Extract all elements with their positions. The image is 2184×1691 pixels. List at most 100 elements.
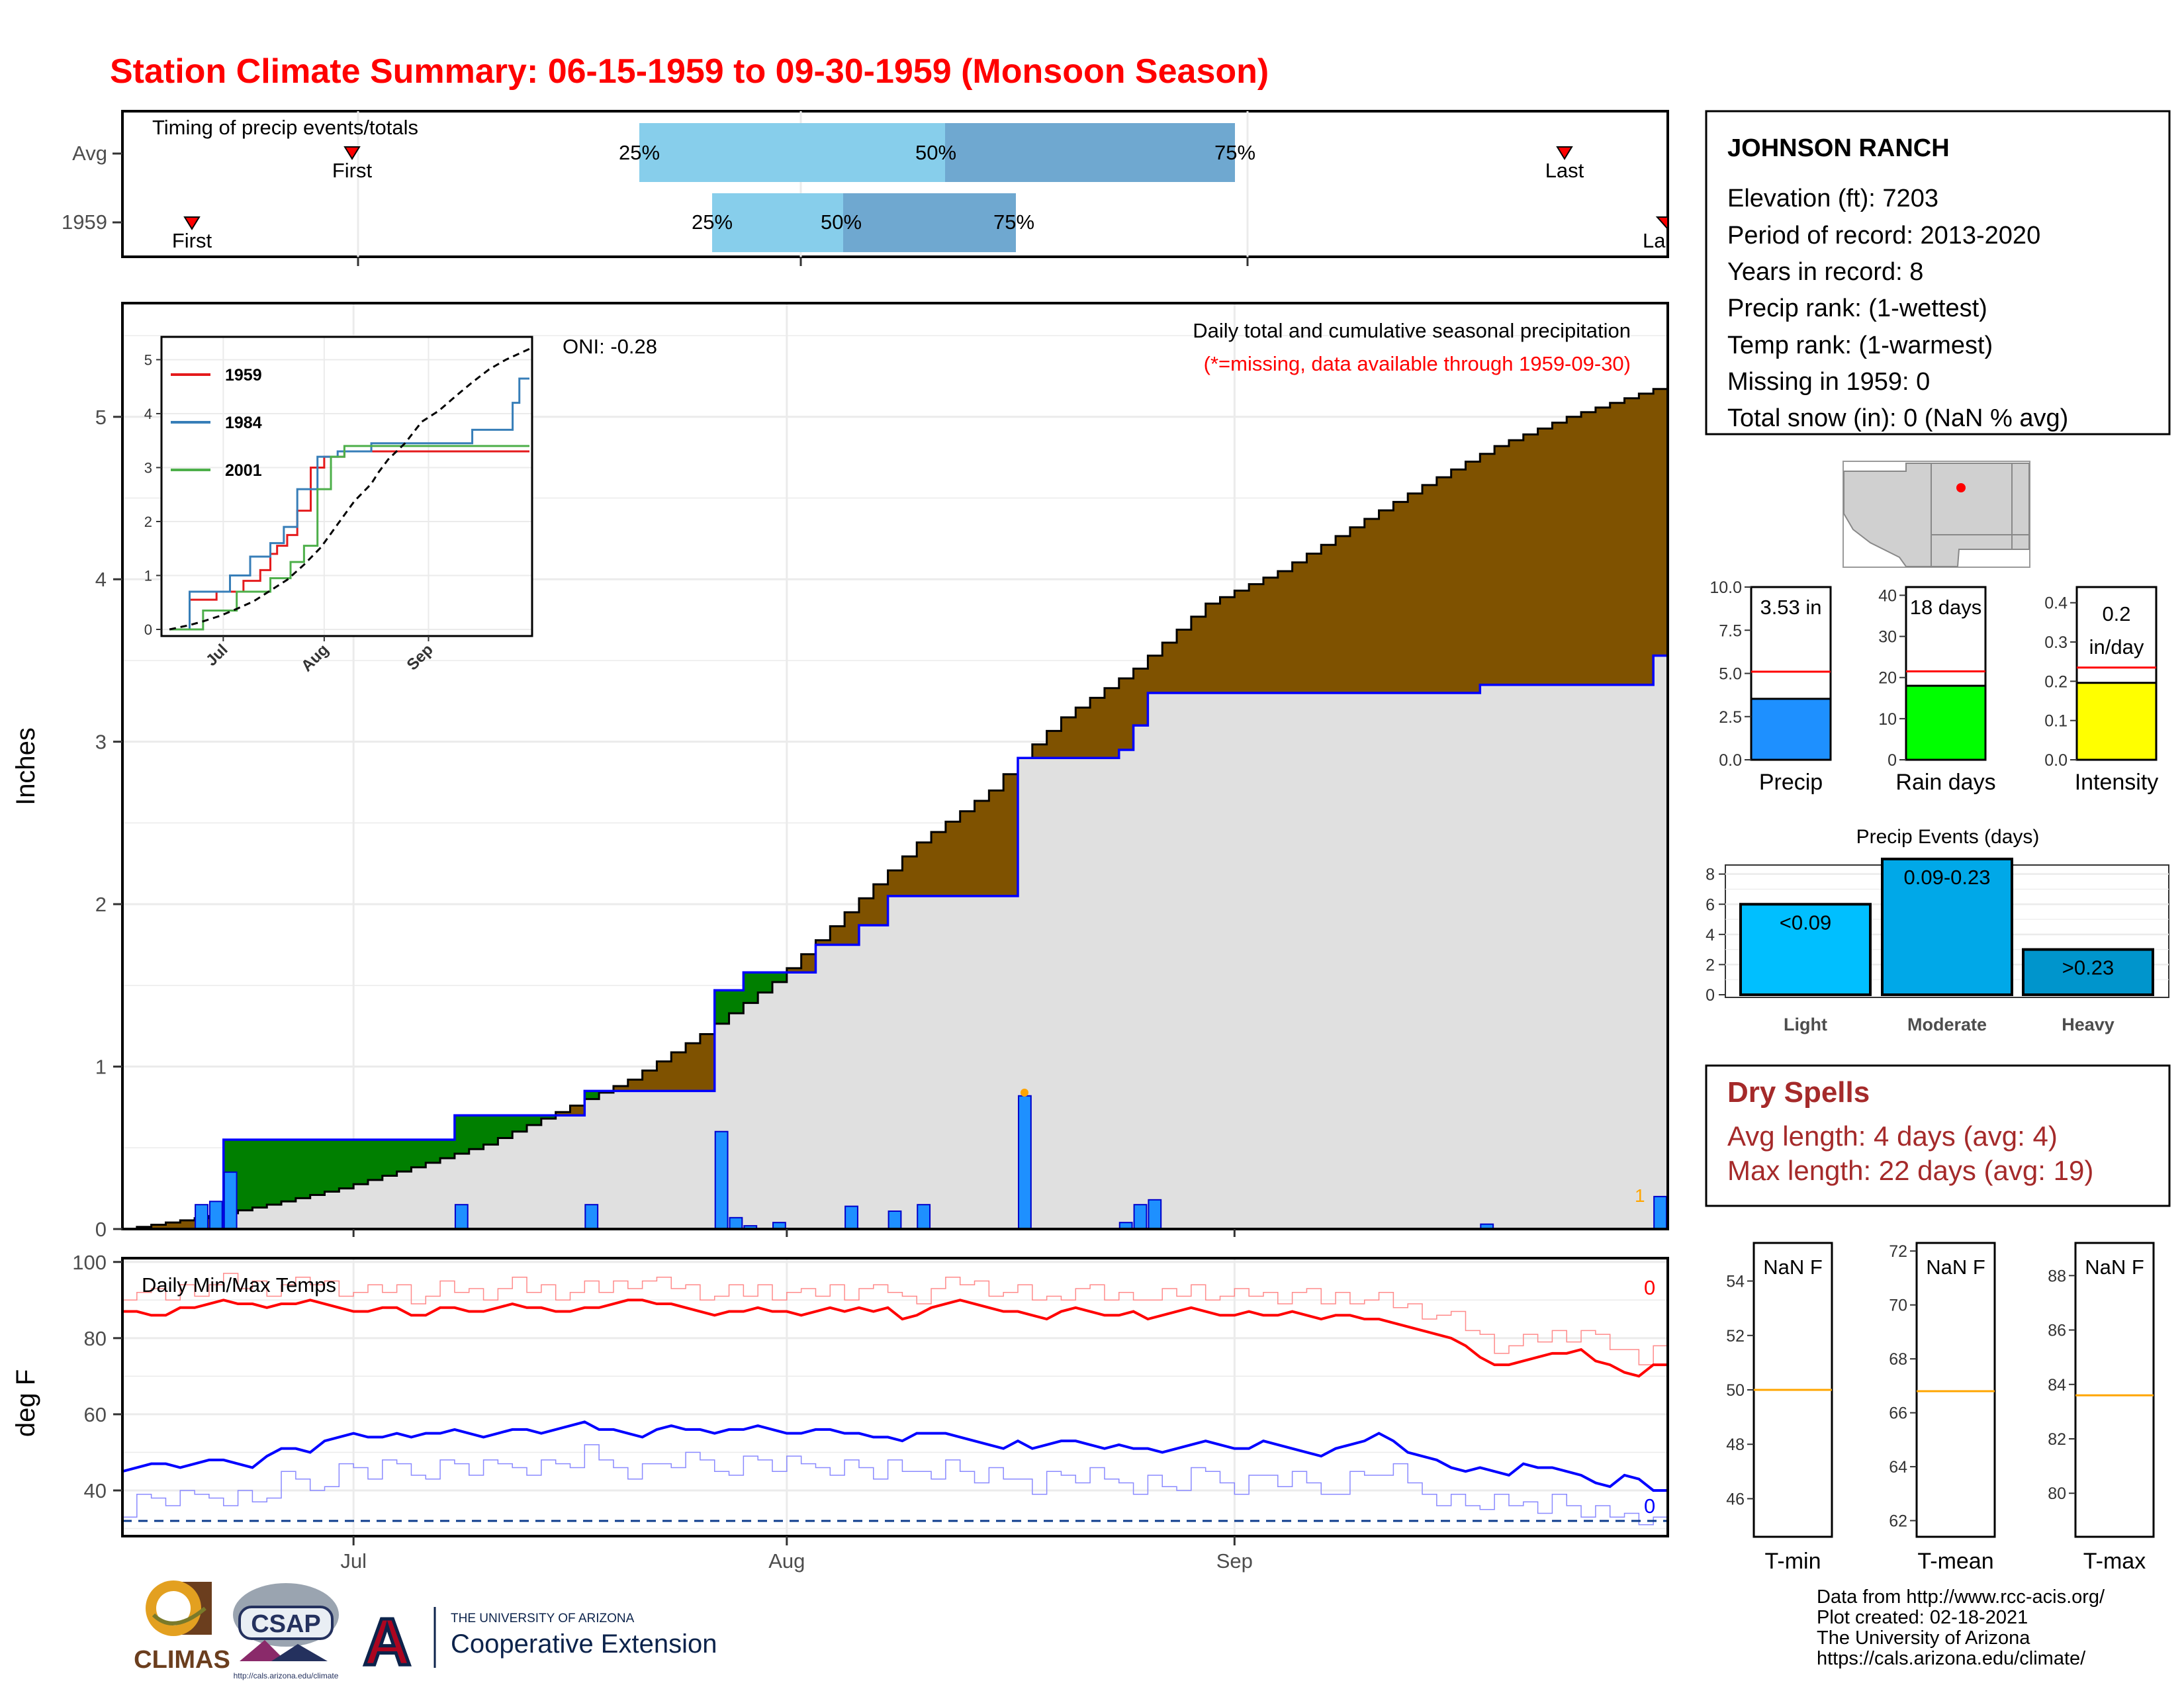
daily-precip-bar [454, 1204, 469, 1230]
temp-panel-frame [121, 1257, 1669, 1537]
temp-y-tick-label: 60 [84, 1403, 107, 1426]
tmin-missing-count: 0 [1644, 1494, 1655, 1518]
daily-precip-bar [887, 1211, 902, 1230]
precip-series [122, 388, 1668, 1230]
daily-precip-bar [1133, 1204, 1148, 1230]
precip-event-bar [1881, 857, 2013, 996]
footer-url: https://cals.arizona.edu/climate/ [1817, 1648, 2086, 1669]
timing-obs-25-50-bar [712, 193, 843, 252]
summary-bar-value [1905, 684, 1987, 761]
temp-y-tick-label: 40 [84, 1479, 107, 1502]
temp-summary-frame [1915, 1242, 1996, 1538]
daily-precip-bar [195, 1204, 208, 1230]
tmax-record-line [122, 1273, 1668, 1365]
timing-obs-p25: 25% [692, 210, 733, 234]
daily-precip-bar [223, 1171, 238, 1230]
precip-events-title: Precip Events (days) [1856, 826, 2040, 848]
temp-summary-bars: 46 48 50 52 54 NaN F T-min 62 64 66 68 70 72 NaN F T-m… [1726, 1242, 2155, 1574]
tmin-line [122, 1420, 1668, 1492]
timing-panel-label: Timing of precip events/totals [152, 116, 418, 139]
station-location-marker [1956, 483, 1966, 492]
timing-row-avg: Avg [72, 142, 107, 165]
temp-summary-label: T-min [1765, 1549, 1821, 1574]
summary-bar-tick-label: 0.3 [2044, 633, 2068, 652]
tmax-line [122, 1299, 1668, 1378]
precip-events-axis: 0 2 4 6 8 [1706, 866, 1725, 1005]
climas-logo-text: CLIMAS [134, 1646, 230, 1674]
inset-y-tick-label: 3 [144, 459, 152, 476]
temp-panel-title: Daily Min/Max Temps [142, 1273, 336, 1297]
inset-legend-label: 2001 [225, 461, 262, 480]
inset-grid [161, 337, 532, 636]
tmin-record-line [122, 1444, 1668, 1526]
summary-bar-tick-label: 0.0 [2044, 751, 2068, 770]
station-precip-rank: Precip rank: (1-wettest) [1727, 295, 1987, 322]
summary-bar-tick-label: 5.0 [1719, 665, 1742, 684]
summary-bar-tick-label: 10.0 [1709, 578, 1742, 597]
events-y-tick-label: 4 [1706, 926, 1715, 944]
avg-cumulative-line [122, 388, 1668, 1230]
precip-event-category: Heavy [2062, 1015, 2115, 1034]
timing-obs-50-75-bar [843, 193, 1016, 252]
temp-y-label: deg F [11, 1369, 40, 1437]
summary-bar-tick-label: 30 [1878, 628, 1897, 647]
events-y-tick-label: 8 [1706, 866, 1715, 884]
timing-avg-last-label: Last [1545, 159, 1584, 182]
temp-series [122, 1273, 1668, 1526]
daily-precip-bar [844, 1205, 858, 1230]
temp-summary-label: T-mean [1917, 1549, 1993, 1574]
timing-avg-p75: 75% [1214, 141, 1255, 164]
temp-summary-t-mean: 62 64 66 68 70 72 NaN F T-mean [1889, 1242, 1996, 1574]
precip-y-tick-label: 1 [95, 1056, 107, 1079]
station-name: JOHNSON RANCH [1727, 134, 1950, 162]
oni-label: ONI: -0.28 [563, 335, 657, 358]
precip-y-tick-label: 3 [95, 731, 107, 754]
temp-summary-tick-label: 52 [1726, 1327, 1745, 1346]
daily-precip-bar [729, 1216, 743, 1230]
daily-precip-bar [1653, 1195, 1667, 1230]
temp-x-axis: Jul Aug Sep [340, 1536, 1253, 1573]
timing-avg-p25: 25% [619, 141, 660, 164]
summary-bar-value [1750, 698, 1832, 761]
summary-bars: 0.0 2.5 5.0 7.5 10.0 3.53 in Precip 0 10 20 30 40 18… [1709, 578, 2158, 795]
precip-y-tick-label: 5 [95, 406, 107, 429]
temp-summary-tick-label: 88 [2048, 1267, 2066, 1285]
temp-summary-tick-label: 64 [1889, 1458, 1907, 1477]
precip-event-bar-label: >0.23 [2062, 956, 2114, 980]
inset-y-axis: 0 1 2 3 4 5 [144, 351, 161, 638]
daily-precip-bar [208, 1201, 223, 1230]
station-period: Period of record: 2013-2020 [1727, 222, 2040, 250]
station-snow: Total snow (in): 0 (NaN % avg) [1727, 404, 2068, 432]
ua-logo-letter: A [363, 1605, 411, 1679]
precip-y-tick-label: 2 [95, 893, 107, 916]
footer-credits: Data from http://www.rcc-acis.org/ Plot … [1817, 1586, 2105, 1669]
temp-summary-tick-label: 82 [2048, 1430, 2066, 1449]
summary-bar-label: Rain days [1895, 770, 1995, 795]
inset-legend-label: 1984 [225, 414, 262, 432]
summary-bar-tick-label: 0.1 [2044, 712, 2068, 731]
events-y-tick-label: 6 [1706, 895, 1715, 914]
summary-bar-value-label: 3.53 in [1760, 596, 1821, 619]
footer-created: Plot created: 02-18-2021 [1817, 1607, 2028, 1628]
timing-avg-50-75-bar [945, 123, 1235, 182]
missing-count: 1 [1635, 1185, 1645, 1206]
timing-obs-p75: 75% [993, 210, 1034, 234]
obs-cumulative-area [122, 655, 1668, 1229]
summary-bar-tick-label: 10 [1878, 710, 1897, 729]
csap-logo-url: http://cals.arizona.edu/climate [234, 1671, 339, 1680]
temp-summary-value: NaN F [1926, 1256, 1985, 1279]
footer-university: The University of Arizona [1817, 1627, 2030, 1649]
tmax-missing-count: 0 [1644, 1276, 1655, 1299]
precip-y-tick-label: 4 [95, 568, 107, 591]
precip-event-category: Light [1784, 1015, 1827, 1034]
csap-logo-text: CSAP [251, 1610, 321, 1638]
precip-y-label: Inches [11, 727, 40, 805]
summary-bar-tick-label: 2.5 [1719, 708, 1742, 727]
summary-bar-tick-label: 0.2 [2044, 672, 2068, 691]
temp-summary-tick-label: 54 [1726, 1273, 1745, 1291]
precip-x-axis [352, 1229, 1236, 1237]
precip-event-bar-label: 0.09-0.23 [1904, 866, 1991, 889]
inset-line-1959 [169, 450, 529, 631]
inset-line-1984 [169, 377, 529, 631]
